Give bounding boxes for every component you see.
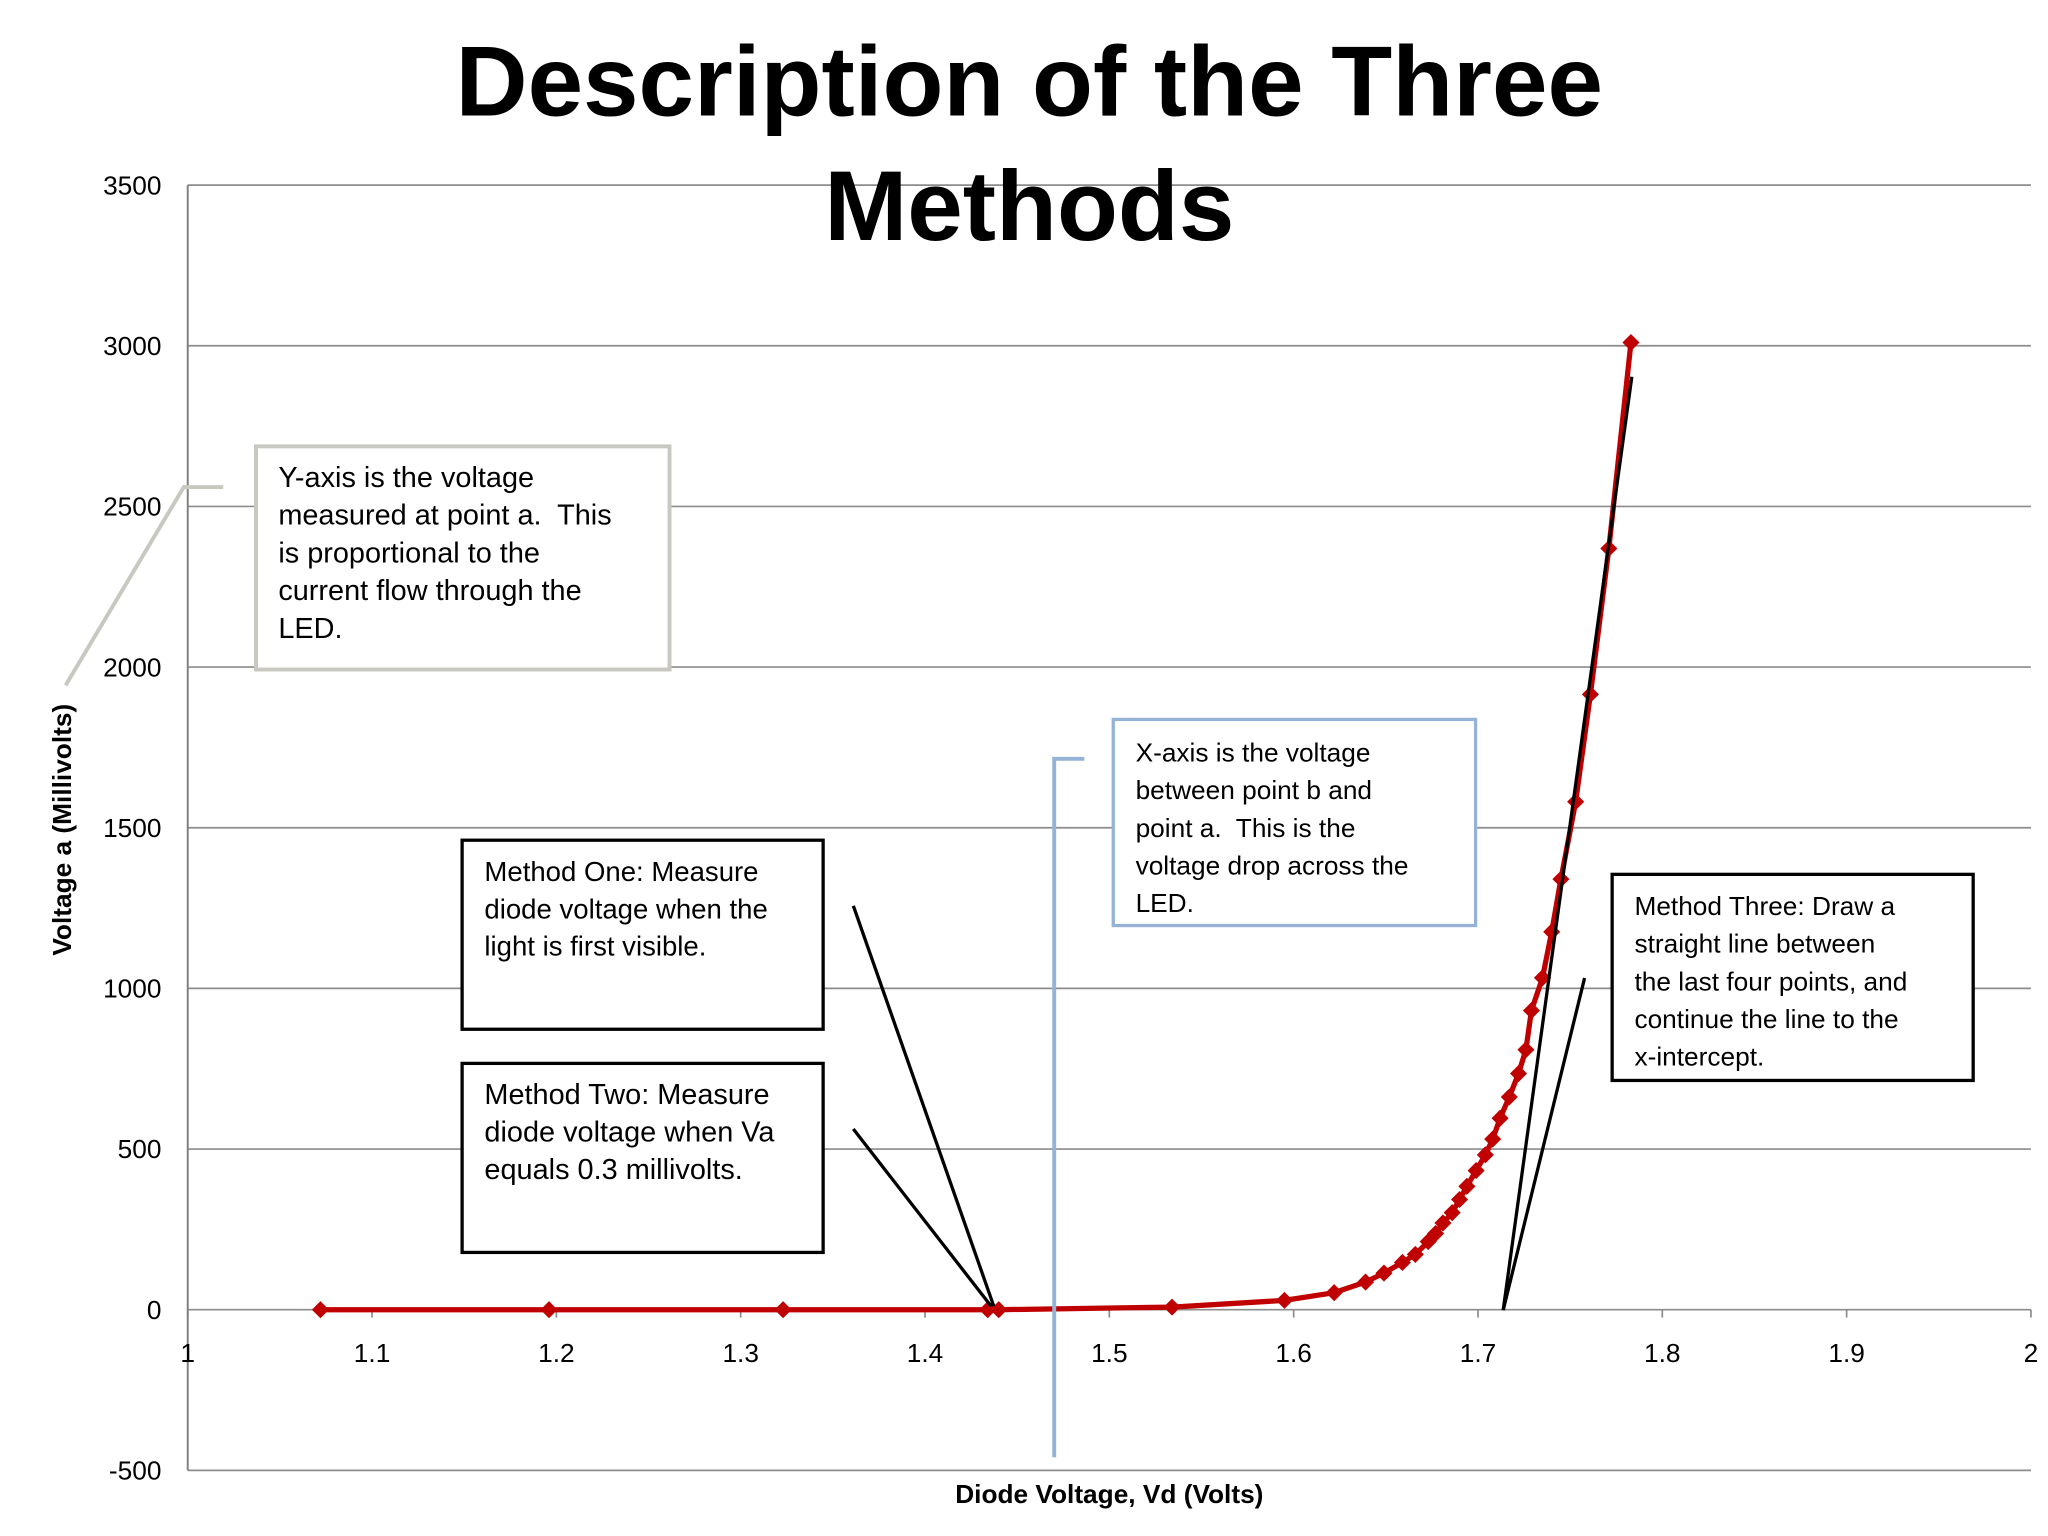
annotation-text: X-axis is the voltage <box>1136 737 1371 767</box>
data-point <box>1522 1002 1540 1020</box>
x-tick-label: 1.3 <box>722 1338 759 1368</box>
annotation-text: is proportional to the <box>278 537 540 569</box>
leader-line <box>851 905 996 1307</box>
data-point <box>311 1301 329 1319</box>
grid <box>186 184 2032 1472</box>
x-tick-label: 1.7 <box>1460 1338 1497 1368</box>
chart-title: Methods <box>824 151 1234 262</box>
annotation-text: diode voltage when the <box>484 893 767 924</box>
annotation-text: Y-axis is the voltage <box>278 462 534 494</box>
annotation-text: measured at point a. This <box>278 500 611 532</box>
callout-box <box>1111 717 1478 928</box>
y-tick-label: 500 <box>118 1134 162 1164</box>
y-tick-label: 2500 <box>103 492 161 522</box>
leader-line <box>852 1128 993 1308</box>
callout-box <box>254 444 672 672</box>
data-point <box>1476 1146 1494 1164</box>
data-point <box>1458 1177 1476 1195</box>
annotation-text: current flow through the <box>278 575 581 607</box>
y-tick-label: 1000 <box>103 974 161 1004</box>
y-axis-label: Voltage a (Millivolts) <box>47 704 77 956</box>
annotation-text: voltage drop across the <box>1136 850 1409 880</box>
labels: -500 0 500 1000 1500 2000 2500 3000 3500 1 1.1 1.2 1… <box>47 27 2038 1510</box>
data-point <box>1484 1130 1502 1148</box>
annotation-text: x-intercept. <box>1634 1042 1764 1072</box>
data-point <box>540 1301 558 1319</box>
data-point <box>979 1301 997 1319</box>
data-point <box>1427 1225 1445 1243</box>
x-tick-label: 1.9 <box>1828 1338 1865 1368</box>
x-tick-label: 1.4 <box>907 1338 944 1368</box>
tangent-line <box>1501 376 1634 1311</box>
annotation-text: the last four points, and <box>1634 966 1907 996</box>
annotation-text: equals 0.3 millivolts. <box>484 1154 742 1186</box>
leader-line <box>1052 756 1085 1458</box>
data-point <box>774 1301 792 1319</box>
annotation-text: point a. This is the <box>1136 813 1356 843</box>
series <box>311 334 1640 1319</box>
callout-box <box>460 838 825 1031</box>
annotation-text: light is first visible. <box>484 931 706 962</box>
annotation-text: diode voltage when Va <box>484 1116 775 1148</box>
data-point <box>1500 1088 1518 1106</box>
data-point <box>1517 1041 1535 1059</box>
annotation-text: Method Three: Draw a <box>1634 891 1895 921</box>
data-point <box>1357 1273 1375 1291</box>
annotation-text: LED. <box>278 613 342 645</box>
x-tick-label: 1.6 <box>1275 1338 1312 1368</box>
annotation-text: straight line between <box>1634 929 1875 959</box>
annotation-text: Method One: Measure <box>484 856 758 887</box>
x-tick-label: 1.8 <box>1644 1338 1681 1368</box>
y-tick-label: 3500 <box>103 170 161 200</box>
data-point <box>1393 1253 1411 1272</box>
annotation-text: Method Two: Measure <box>484 1079 769 1111</box>
chart-title: Description of the Three <box>456 27 1603 138</box>
annotation-text: continue the line to the <box>1634 1004 1898 1034</box>
x-tick-label: 2 <box>2024 1338 2039 1368</box>
data-point <box>1406 1245 1424 1263</box>
data-point <box>1509 1065 1528 1083</box>
callout-box <box>1610 872 1975 1083</box>
x-tick-label: 1.5 <box>1091 1338 1128 1368</box>
x-tick-label: 1.1 <box>354 1338 391 1368</box>
data-point <box>1325 1284 1343 1302</box>
data-point <box>1491 1109 1509 1127</box>
y-tick-label: 1500 <box>103 813 161 843</box>
x-tick-label: 1 <box>180 1338 195 1368</box>
y-tick-label: 0 <box>147 1295 162 1325</box>
y-tick-label: -500 <box>109 1456 162 1486</box>
y-tick-label: 3000 <box>103 331 161 361</box>
x-tick-label: 1.2 <box>538 1338 575 1368</box>
data-point <box>1275 1291 1293 1309</box>
leader-line <box>63 485 224 687</box>
leader-line <box>1501 977 1587 1311</box>
annotation-text: LED. <box>1136 888 1194 918</box>
annotation-text: between point b and <box>1136 775 1372 805</box>
data-point <box>1622 334 1640 352</box>
data-point <box>1163 1298 1181 1316</box>
y-tick-label: 2000 <box>103 652 161 682</box>
data-point <box>990 1301 1008 1319</box>
callout-box <box>460 1061 825 1255</box>
x-axis-label: Diode Voltage, Vd (Volts) <box>955 1479 1263 1509</box>
